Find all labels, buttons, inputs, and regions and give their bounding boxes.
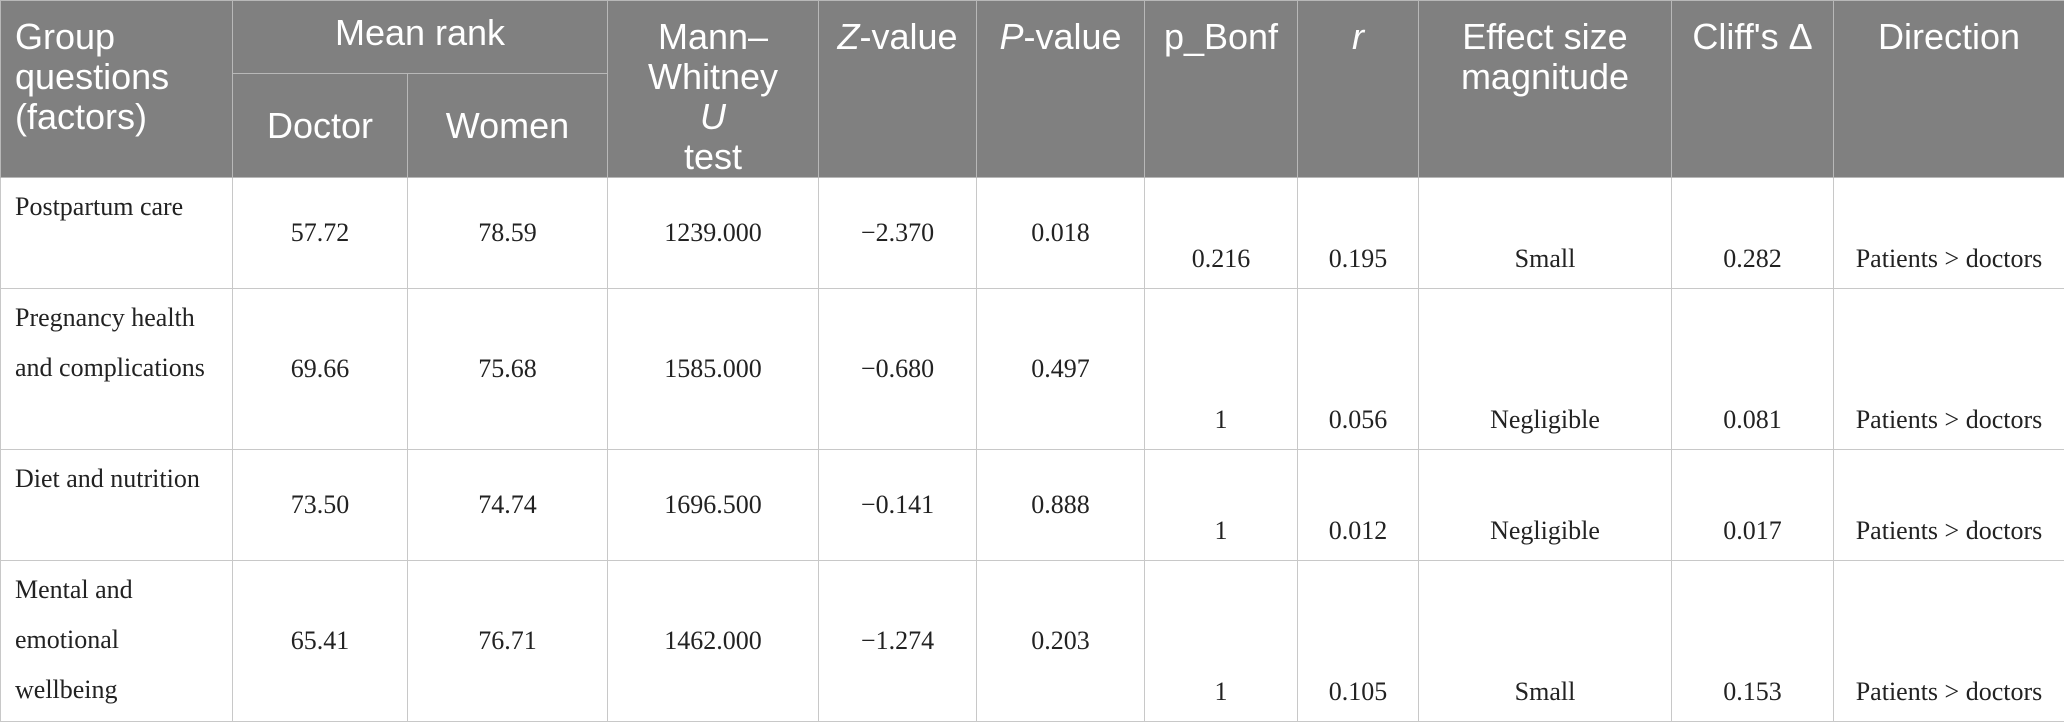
cell-effect: Negligible [1419,450,1672,561]
cell-women: 75.68 [408,289,608,450]
cell-p-bonf: 1 [1145,450,1298,561]
cell-z: −2.370 [819,178,977,289]
cell-cliffs: 0.017 [1672,450,1834,561]
header-direction: Direction [1834,1,2064,178]
cell-p: 0.497 [977,289,1145,450]
header-women: Women [408,74,608,178]
cell-r: 0.056 [1298,289,1419,450]
cell-cliffs: 0.081 [1672,289,1834,450]
cell-cliffs: 0.282 [1672,178,1834,289]
table-row: Mental and emotional wellbeing 65.41 76.… [1,561,2064,722]
cell-r: 0.012 [1298,450,1419,561]
header-r: r [1298,1,1419,178]
cell-women: 76.71 [408,561,608,722]
cell-z: −1.274 [819,561,977,722]
cell-doctor: 73.50 [233,450,408,561]
cell-doctor: 57.72 [233,178,408,289]
cell-women: 74.74 [408,450,608,561]
table-row: Diet and nutrition 73.50 74.74 1696.500 … [1,450,2064,561]
table-row: Postpartum care 57.72 78.59 1239.000 −2.… [1,178,2064,289]
cell-r: 0.105 [1298,561,1419,722]
cell-direction: Patients > doctors [1834,289,2064,450]
cell-group: Pregnancy health and complications [1,289,233,450]
table-row: Pregnancy health and complications 69.66… [1,289,2064,450]
cell-doctor: 65.41 [233,561,408,722]
cell-group: Diet and nutrition [1,450,233,561]
cell-doctor: 69.66 [233,289,408,450]
cell-p-bonf: 1 [1145,561,1298,722]
header-p-value: P-value [977,1,1145,178]
header-mean-rank: Mean rank [233,1,608,74]
header-p-bonf: p_Bonf [1145,1,1298,178]
cell-u: 1585.000 [608,289,819,450]
cell-direction: Patients > doctors [1834,450,2064,561]
cell-effect: Negligible [1419,289,1672,450]
cell-p: 0.888 [977,450,1145,561]
cell-z: −0.680 [819,289,977,450]
cell-group: Mental and emotional wellbeing [1,561,233,722]
cell-u: 1696.500 [608,450,819,561]
cell-direction: Patients > doctors [1834,178,2064,289]
cell-direction: Patients > doctors [1834,561,2064,722]
cell-r: 0.195 [1298,178,1419,289]
cell-women: 78.59 [408,178,608,289]
cell-effect: Small [1419,178,1672,289]
cell-effect: Small [1419,561,1672,722]
header-row-1: Group questions (factors) Mean rank Mann… [1,1,2064,74]
cell-z: −0.141 [819,450,977,561]
cell-u: 1239.000 [608,178,819,289]
cell-u: 1462.000 [608,561,819,722]
header-z-value: Z-value [819,1,977,178]
header-effect-size: Effect size magnitude [1419,1,1672,178]
cell-p: 0.203 [977,561,1145,722]
header-group: Group questions (factors) [1,1,233,178]
cell-group: Postpartum care [1,178,233,289]
cell-p: 0.018 [977,178,1145,289]
cell-p-bonf: 0.216 [1145,178,1298,289]
cell-cliffs: 0.153 [1672,561,1834,722]
header-cliffs-delta: Cliff's Δ [1672,1,1834,178]
header-doctor: Doctor [233,74,408,178]
cell-p-bonf: 1 [1145,289,1298,450]
